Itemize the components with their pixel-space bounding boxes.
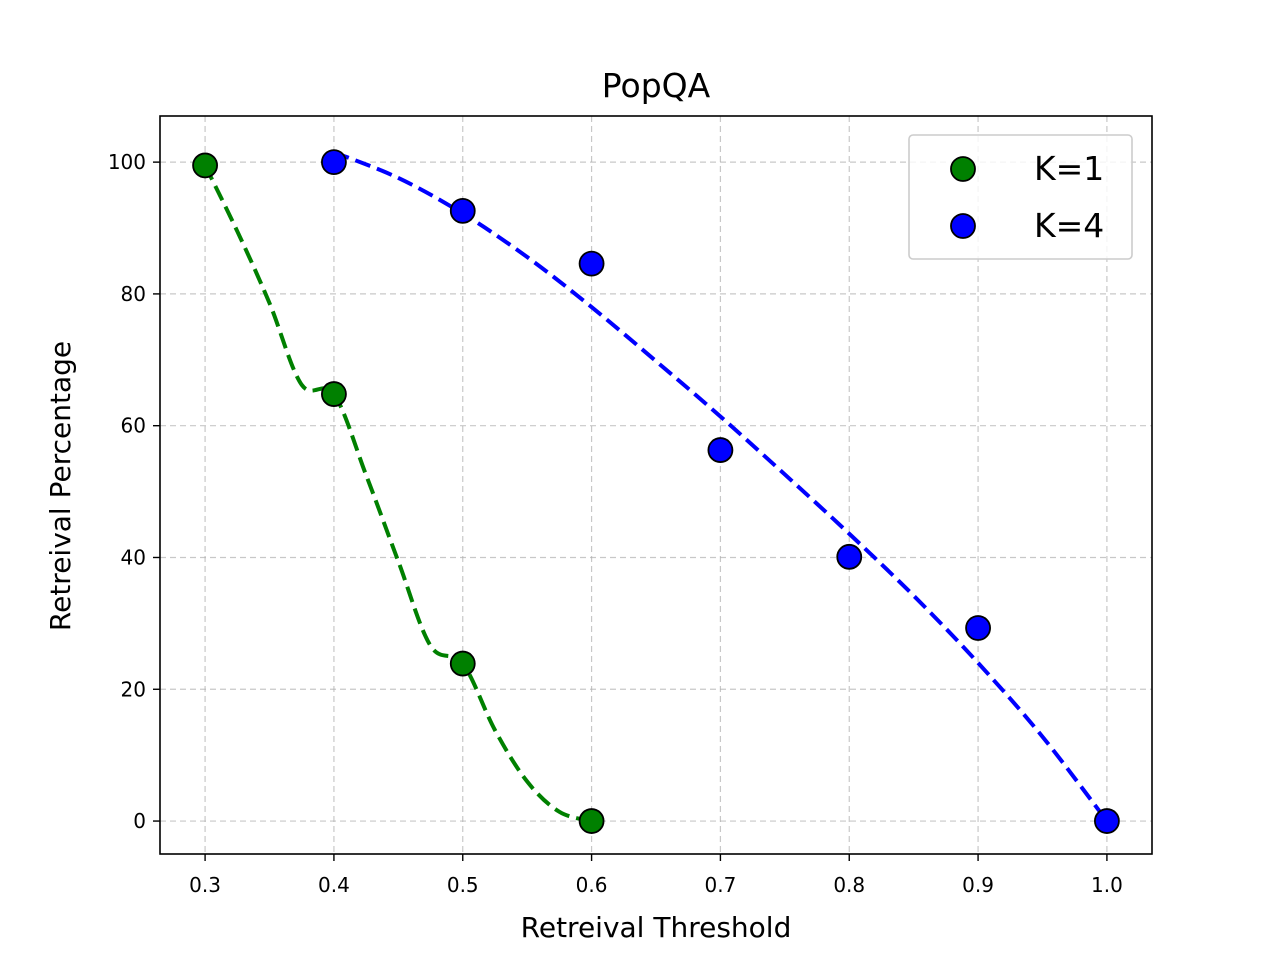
x-tick-label: 1.0: [1091, 873, 1123, 897]
y-tick-label: 20: [121, 677, 146, 701]
y-axis-label: Retreival Percentage: [44, 341, 77, 631]
x-tick-label: 0.6: [576, 873, 608, 897]
x-tick-label: 0.5: [447, 873, 479, 897]
legend-label-k1: K=1: [1034, 149, 1104, 188]
data-point-k1: [321, 381, 347, 407]
y-tick-label: 100: [108, 150, 146, 174]
data-point-k1: [192, 152, 218, 179]
x-tick-label: 0.4: [318, 873, 350, 897]
data-point-k1: [578, 808, 605, 834]
data-point-k4: [578, 250, 605, 277]
fit-line-k1: [203, 164, 593, 823]
data-point-k4: [321, 149, 347, 176]
legend-label-k4: K=4: [1034, 206, 1104, 245]
y-tick-label: 0: [133, 809, 146, 833]
data-point-k4: [836, 543, 863, 570]
x-axis-label: Retreival Threshold: [521, 911, 792, 944]
x-tick-label: 0.9: [962, 873, 994, 897]
legend-marker-k4: [950, 213, 976, 239]
axis-ticks: 0.3 0.4 0.5 0.6 0.7 0.8 0.9 1.0 0 20 40 60 80 100: [108, 150, 1123, 897]
x-tick-label: 0.8: [833, 873, 865, 897]
x-tick-label: 0.3: [189, 873, 221, 897]
data-point-k4: [1094, 808, 1120, 834]
legend: K=1 K=4: [908, 134, 1133, 260]
x-tick-label: 0.7: [705, 873, 737, 897]
legend-marker-k1: [950, 156, 976, 182]
y-tick-label: 60: [121, 414, 146, 438]
data-point-k4: [707, 437, 734, 463]
data-point-k1: [449, 650, 476, 677]
data-point-k4: [965, 615, 991, 641]
plot-frame: [159, 115, 1153, 855]
data-point-k4: [449, 197, 476, 224]
y-tick-label: 80: [121, 282, 146, 306]
chart-title: PopQA: [602, 66, 711, 105]
data-points: [192, 149, 1120, 834]
y-tick-label: 40: [121, 545, 146, 569]
